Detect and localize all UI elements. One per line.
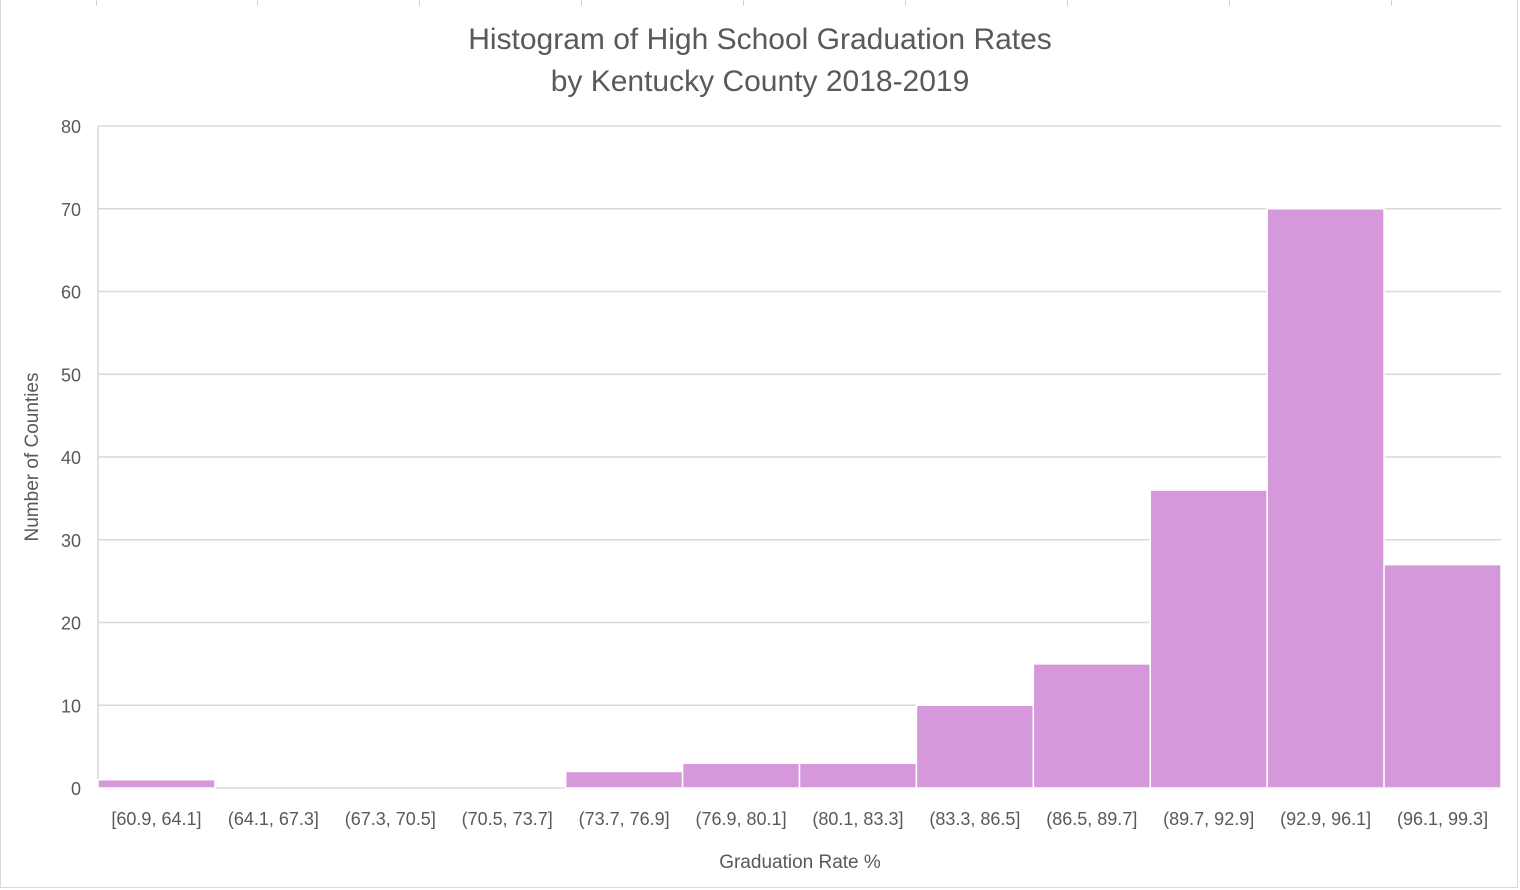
x-tick-label: (80.1, 83.3] <box>812 809 903 829</box>
y-tick-label: 70 <box>61 200 81 220</box>
frame-tick <box>581 0 582 6</box>
frame-tick <box>905 0 906 6</box>
frame-tick <box>96 0 97 6</box>
y-tick-label: 40 <box>61 448 81 468</box>
histogram-bar <box>1032 663 1152 789</box>
histogram-bar <box>915 704 1035 789</box>
histogram-bar <box>681 762 801 789</box>
frame-tick <box>1229 0 1230 6</box>
x-tick-label: (76.9, 80.1] <box>696 809 787 829</box>
chart-subtitle: by Kentucky County 2018-2019 <box>550 65 970 98</box>
y-tick-label: 0 <box>71 779 81 799</box>
x-tick-label: [60.9, 64.1] <box>111 809 201 829</box>
frame-tick <box>1067 0 1068 6</box>
histogram-bar <box>97 778 216 789</box>
x-tick-label: (73.7, 76.9] <box>579 809 670 829</box>
y-axis-label: Number of Counties <box>22 373 43 542</box>
y-tick-label: 30 <box>61 531 81 551</box>
y-tick-label: 80 <box>61 117 81 137</box>
frame-tick <box>257 0 258 6</box>
x-tick-label: (89.7, 92.9] <box>1163 809 1254 829</box>
frame-tick <box>419 0 420 6</box>
histogram-bar <box>798 762 918 789</box>
x-tick-label: (86.5, 89.7] <box>1046 809 1137 829</box>
y-tick-label: 60 <box>61 283 81 303</box>
x-tick-label: (83.3, 86.5] <box>929 809 1020 829</box>
histogram-bar <box>1266 208 1385 789</box>
x-tick-label: (96.1, 99.3] <box>1397 809 1488 829</box>
x-tick-label: (92.9, 96.1] <box>1280 809 1371 829</box>
y-tick-label: 10 <box>61 696 81 716</box>
frame-tick <box>1391 0 1392 6</box>
x-tick-label: (64.1, 67.3] <box>228 809 319 829</box>
x-tick-label: (67.3, 70.5] <box>345 809 436 829</box>
chart-title: Histogram of High School Graduation Rate… <box>468 23 1052 56</box>
x-tick-label: (70.5, 73.7] <box>462 809 553 829</box>
x-axis-label: Graduation Rate % <box>719 852 881 873</box>
y-tick-label: 20 <box>61 614 81 634</box>
y-tick-label: 50 <box>61 365 81 385</box>
frame-tick <box>743 0 744 6</box>
histogram-bar <box>564 770 684 789</box>
histogram-bar <box>1383 563 1502 789</box>
histogram-bar <box>1149 489 1268 789</box>
